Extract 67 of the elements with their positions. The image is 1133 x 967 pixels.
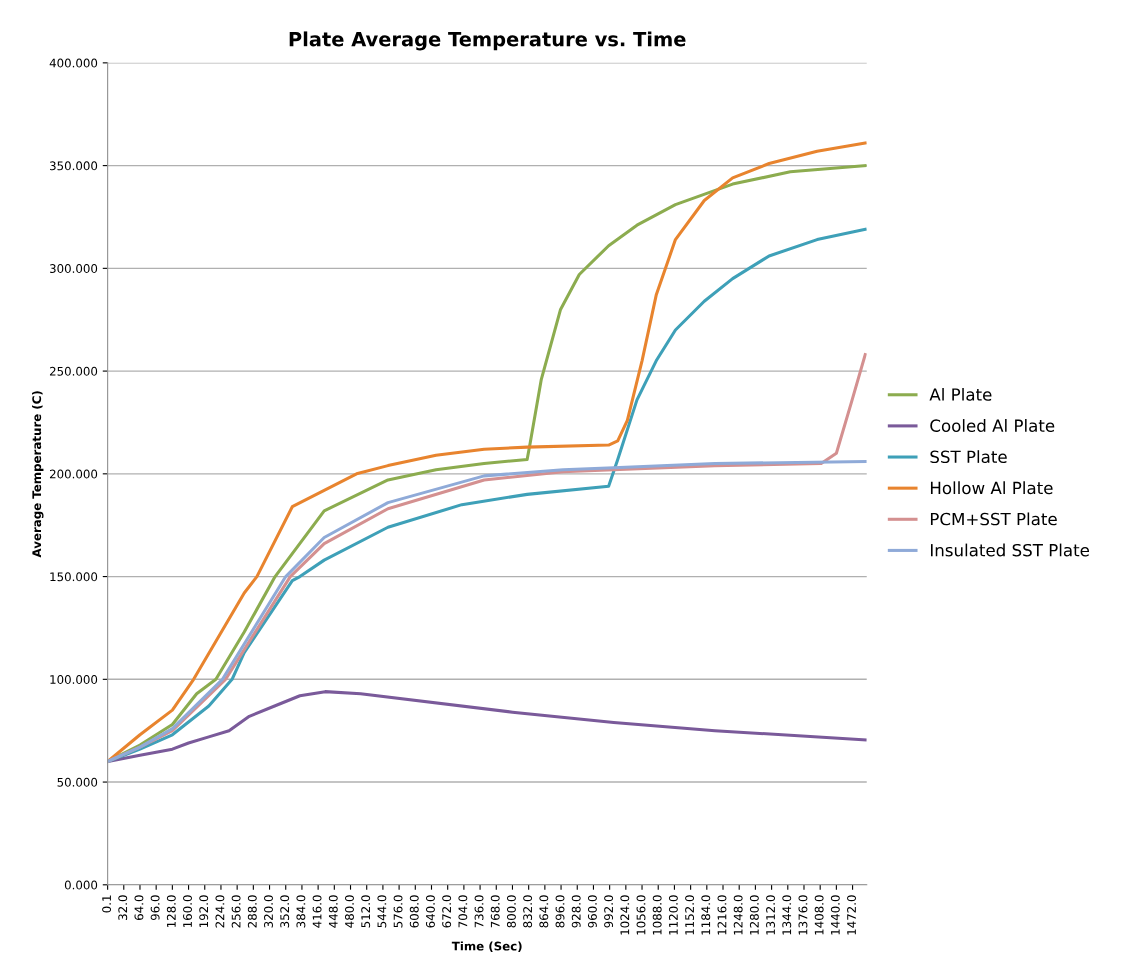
legend-label: Hollow Al Plate	[930, 481, 1053, 495]
x-tick-label: 64.0	[134, 895, 144, 920]
x-tick-label: 160.0	[183, 895, 192, 928]
x-tick-label: 192.0	[199, 895, 209, 928]
x-tick-label: 544.0	[377, 895, 387, 928]
x-tick-label: 704.0	[458, 895, 468, 928]
line-series	[107, 459, 867, 764]
x-tick-label: 960.0	[587, 895, 597, 928]
x-tick-label: 288.0	[247, 895, 257, 928]
x-tick-label: 1024.0	[620, 895, 630, 935]
x-tick-label: 1344.0	[782, 895, 792, 935]
y-axis-title: Average Temperature (C)	[32, 391, 44, 558]
y-tick-label: 150.000	[50, 572, 98, 582]
x-tick-label: 736.0	[474, 895, 484, 928]
y-tick-label: 400.000	[49, 58, 98, 68]
x-tick-label: 224.0	[215, 895, 225, 928]
legend-label: Insulated SST Plate	[930, 543, 1089, 557]
x-tick-label: 1120.0	[668, 895, 678, 935]
x-tick-label: 320.0	[264, 895, 273, 928]
x-tick-label: 1216.0	[717, 895, 727, 935]
x-tick-label: 672.0	[442, 895, 452, 928]
x-tick-label: 384.0	[296, 895, 306, 928]
x-tick-label: 416.0	[312, 895, 322, 928]
x-tick-label: 1088.0	[652, 895, 662, 935]
x-tick-label: 32.0	[118, 895, 128, 920]
x-tick-label: 1312.0	[766, 895, 776, 935]
x-tick-label: 576.0	[393, 895, 403, 928]
x-tick-label: 864.0	[539, 895, 549, 928]
y-tick-label: 350.000	[49, 161, 98, 171]
x-tick-label: 928.0	[571, 895, 581, 928]
legend-label: Cooled Al Plate	[930, 419, 1055, 432]
x-tick-label: 448.0	[328, 895, 338, 928]
y-tick-label: 50.000	[57, 777, 98, 787]
x-tick-label: 896.0	[555, 895, 565, 928]
x-tick-label: 1472.0	[847, 895, 856, 935]
x-tick-label: 1152.0	[685, 895, 695, 935]
x-tick-label: 0.1	[102, 895, 112, 913]
x-tick-label: 832.0	[523, 895, 533, 928]
x-tick-label: 800.0	[506, 895, 516, 928]
x-tick-label: 992.0	[604, 895, 614, 928]
x-tick-label: 1440.0	[830, 895, 840, 935]
x-tick-label: 1280.0	[749, 895, 759, 935]
x-tick-label: 96.0	[150, 895, 160, 921]
y-tick-label: 0.000	[64, 880, 98, 890]
x-tick-label: 608.0	[409, 895, 419, 928]
x-tick-label: 128.0	[166, 895, 176, 928]
y-tick-label: 300.000	[49, 264, 98, 273]
legend-label: SST Plate	[930, 450, 1007, 464]
y-tick-label: 250.000	[49, 366, 98, 376]
x-tick-label: 256.0	[231, 895, 241, 928]
line-series	[107, 690, 867, 764]
legend-label: PCM+SST Plate	[930, 512, 1057, 526]
x-tick-label: 352.0	[280, 895, 290, 928]
x-tick-label: 1376.0	[798, 895, 808, 935]
y-tick-label: 200.000	[49, 469, 98, 479]
chart-title: Plate Average Temperature vs. Time	[289, 31, 686, 51]
x-tick-label: 1056.0	[636, 895, 646, 935]
x-tick-label: 1408.0	[814, 895, 824, 935]
x-axis-title: Time (Sec)	[451, 941, 522, 952]
x-tick-label: 768.0	[490, 895, 500, 928]
x-tick-label: 1248.0	[733, 895, 743, 935]
x-tick-label: 1184.0	[701, 895, 711, 935]
x-tick-label: 640.0	[425, 895, 435, 928]
y-tick-label: 100.000	[50, 675, 98, 684]
x-tick-label: 512.0	[361, 895, 371, 928]
legend-label: Al Plate	[929, 387, 992, 401]
x-tick-label: 480.0	[345, 895, 354, 928]
